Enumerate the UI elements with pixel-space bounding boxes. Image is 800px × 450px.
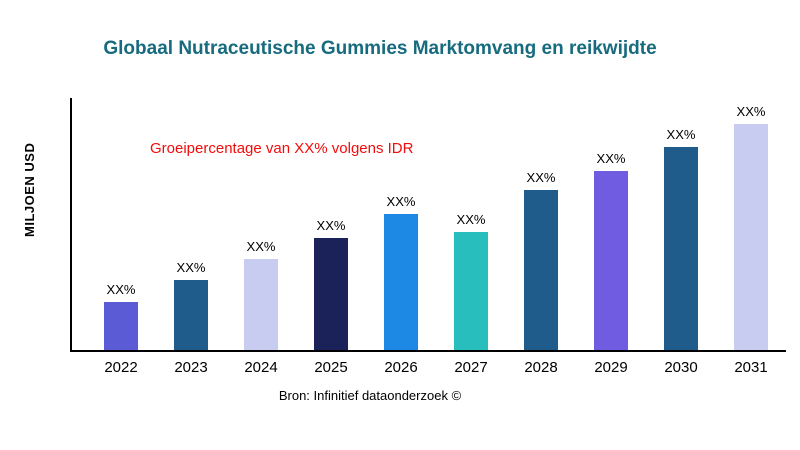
bar-column: XX% 2029 [579,98,643,376]
bar-column: XX% 2028 [509,98,573,376]
bar-column: XX% 2025 [299,98,363,376]
x-tick-label: 2027 [454,359,488,376]
bar-value-label: XX% [386,194,416,210]
x-tick-label: 2024 [244,359,278,376]
bar-value-label: XX% [246,238,276,254]
bar-value-label: XX% [176,260,206,276]
x-tick-label: 2031 [734,359,768,376]
bar-column: XX% 2030 [649,98,713,376]
x-tick-label: 2023 [174,359,208,376]
bar [104,301,138,350]
bar-value-label: XX% [666,127,696,143]
bar [314,237,348,350]
bar-column: XX% 2022 [89,98,153,376]
y-axis-label: MILJOEN USD [22,142,37,238]
bar-column: XX% 2024 [229,98,293,376]
bar-value-label: XX% [526,170,556,186]
bar-column: XX% 2026 [369,98,433,376]
x-tick-label: 2022 [104,359,138,376]
bar-value-label: XX% [456,211,486,227]
bar [734,124,768,350]
chart-title: Globaal Nutraceutische Gummies Marktomva… [103,38,657,59]
plot-area: XX% 2022 XX% 2023 XX% 2024 XX% 2025 XX% 2026 XX% 20… [70,98,786,376]
growth-annotation: Groeipercentage van XX% volgens IDR [150,140,414,157]
source-caption: Bron: Infinitief dataonderzoek © [278,388,462,403]
bar-column: XX% 2031 [719,98,783,376]
x-tick-label: 2030 [664,359,698,376]
bar-column: XX% 2023 [159,98,223,376]
bar [594,170,628,350]
bar [664,147,698,350]
x-tick-label: 2028 [524,359,558,376]
bar-value-label: XX% [106,281,136,297]
x-tick-label: 2025 [314,359,348,376]
bar [454,231,488,350]
bar-value-label: XX% [316,217,346,233]
bar [174,280,208,350]
bar [524,190,558,350]
bar-value-label: XX% [736,104,766,120]
bar-value-label: XX% [596,150,626,166]
bar [244,258,278,350]
x-tick-label: 2029 [594,359,628,376]
x-tick-label: 2026 [384,359,418,376]
bar [384,214,418,350]
bar-column: XX% 2027 [439,98,503,376]
